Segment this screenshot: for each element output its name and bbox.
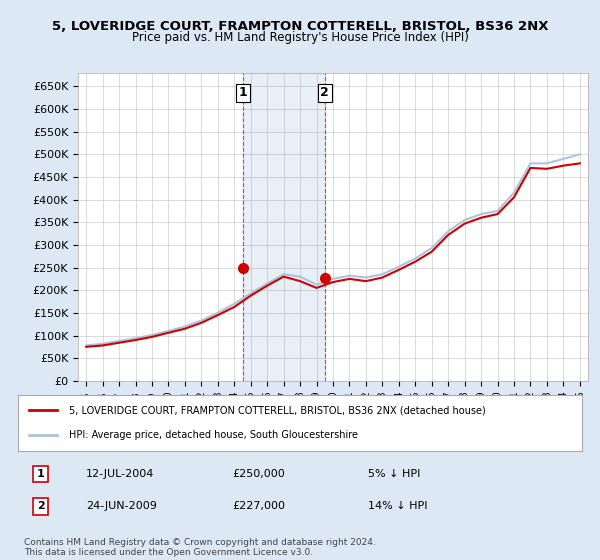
Text: £250,000: £250,000 <box>232 469 285 479</box>
Text: Price paid vs. HM Land Registry's House Price Index (HPI): Price paid vs. HM Land Registry's House … <box>131 31 469 44</box>
Text: 24-JUN-2009: 24-JUN-2009 <box>86 501 157 511</box>
Bar <box>244 73 325 381</box>
Text: 12-JUL-2004: 12-JUL-2004 <box>86 469 154 479</box>
Text: 1: 1 <box>37 469 44 479</box>
Text: HPI: Average price, detached house, South Gloucestershire: HPI: Average price, detached house, Sout… <box>69 430 358 440</box>
Text: 1: 1 <box>239 86 248 99</box>
Text: 14% ↓ HPI: 14% ↓ HPI <box>368 501 427 511</box>
Text: £227,000: £227,000 <box>232 501 286 511</box>
Text: 2: 2 <box>37 501 44 511</box>
Text: Contains HM Land Registry data © Crown copyright and database right 2024.
This d: Contains HM Land Registry data © Crown c… <box>24 538 376 557</box>
Text: 5% ↓ HPI: 5% ↓ HPI <box>368 469 420 479</box>
Text: 5, LOVERIDGE COURT, FRAMPTON COTTERELL, BRISTOL, BS36 2NX (detached house): 5, LOVERIDGE COURT, FRAMPTON COTTERELL, … <box>69 405 485 416</box>
Text: 5, LOVERIDGE COURT, FRAMPTON COTTERELL, BRISTOL, BS36 2NX: 5, LOVERIDGE COURT, FRAMPTON COTTERELL, … <box>52 20 548 32</box>
Text: 2: 2 <box>320 86 329 99</box>
